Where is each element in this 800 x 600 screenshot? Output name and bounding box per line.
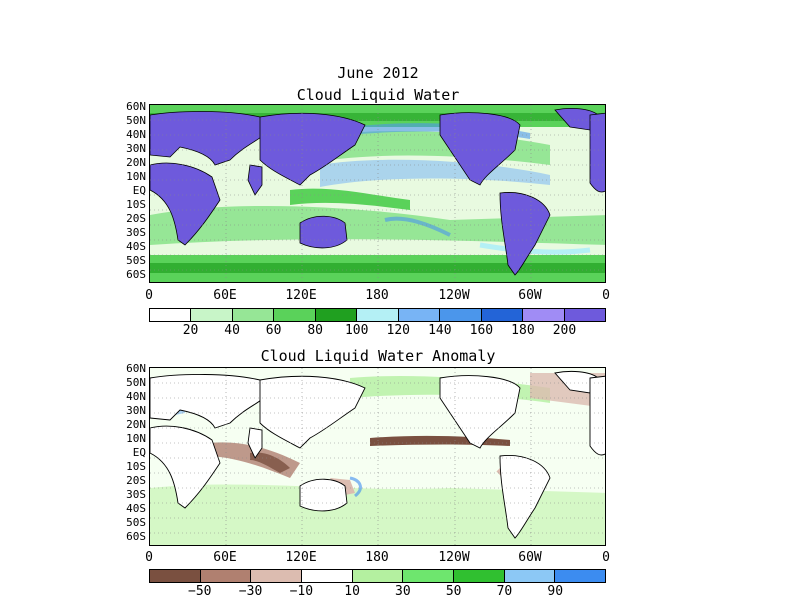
lon-label: 60W [518, 550, 542, 565]
colorbar-label: −30 [238, 584, 263, 599]
lat-label: 30N [126, 404, 146, 417]
lat-label: 40N [126, 128, 146, 141]
lat-label: 10N [126, 170, 146, 183]
lat-label: 40N [126, 390, 146, 403]
colorbar-swatch [481, 309, 524, 321]
colorbar-label: 180 [511, 323, 535, 338]
map1-colorbar [149, 308, 606, 322]
lon-label: 120E [285, 288, 317, 303]
colorbar-label: 70 [496, 584, 513, 599]
lat-label: 30S [126, 226, 146, 239]
lat-label: 40S [126, 240, 146, 253]
colorbar-swatch [564, 309, 605, 321]
map2-colorbar [149, 569, 606, 583]
lat-label: 30S [126, 488, 146, 501]
map1-lon-axis: 0 60E 120E 180 120W 60W 0 [145, 288, 610, 304]
colorbar-swatch [504, 570, 556, 582]
colorbar-swatch [352, 570, 404, 582]
colorbar-swatch [523, 309, 565, 321]
map1-lat-axis: 60N 50N 40N 30N 20N 10N EQ 10S 20S 30S 4… [100, 100, 146, 290]
colorbar-swatch [251, 570, 303, 582]
lon-label: 60E [213, 550, 237, 565]
colorbar-label: 200 [552, 323, 577, 338]
lat-label: 50N [126, 114, 146, 127]
lon-label: 0 [145, 550, 153, 565]
map1-colorbar-labels: 20 40 60 80 100 120 140 160 180 200 [149, 323, 606, 339]
lon-label: 120W [438, 288, 470, 303]
colorbar-label: 140 [428, 323, 452, 338]
map2-plot [149, 367, 606, 546]
lon-label: 120E [285, 550, 317, 565]
lat-label: 20S [126, 212, 146, 225]
lat-label: 30N [126, 142, 146, 155]
map2-lat-axis: 60N 50N 40N 30N 20N 10N EQ 10S 20S 30S 4… [100, 362, 146, 552]
map2-title: Cloud Liquid Water Anomaly [260, 347, 496, 365]
colorbar-swatch [454, 570, 505, 582]
colorbar-label: 20 [182, 323, 199, 338]
lat-label: 50S [126, 516, 146, 529]
colorbar-label: −10 [289, 584, 314, 599]
colorbar-swatch [200, 570, 252, 582]
colorbar-label: 30 [395, 584, 411, 599]
lat-label: 60S [126, 530, 146, 543]
colorbar-swatch [150, 570, 201, 582]
lat-label: 60S [126, 268, 146, 281]
colorbar-label: 90 [547, 584, 564, 599]
colorbar-label: 80 [307, 323, 323, 338]
lon-label: 0 [602, 288, 610, 303]
colorbar-swatch [357, 309, 399, 321]
colorbar-swatch [274, 309, 316, 321]
colorbar-swatch [315, 309, 358, 321]
lat-label: 10S [126, 198, 146, 211]
lon-label: 60W [518, 288, 542, 303]
lon-label: 180 [365, 288, 389, 303]
colorbar-swatch [398, 309, 441, 321]
colorbar-label: 120 [386, 323, 411, 338]
colorbar-label: 100 [344, 323, 369, 338]
colorbar-swatch [302, 570, 353, 582]
lon-label: 0 [145, 288, 153, 303]
lat-label: 50S [126, 254, 146, 267]
colorbar-label: −50 [188, 584, 212, 599]
lon-label: 60E [213, 288, 237, 303]
lon-label: 180 [365, 550, 389, 565]
colorbar-label: 60 [265, 323, 282, 338]
lat-label: 20N [126, 156, 146, 169]
colorbar-label: 40 [224, 323, 240, 338]
lat-label: 50N [126, 376, 146, 389]
lat-label: 60N [126, 100, 146, 113]
lat-label: 60N [126, 362, 146, 375]
colorbar-swatch [440, 309, 482, 321]
colorbar-label: 50 [445, 584, 462, 599]
map1-field [150, 105, 605, 282]
lon-label: 0 [602, 550, 610, 565]
colorbar-swatch [191, 309, 233, 321]
lat-label: EQ [132, 184, 146, 197]
colorbar-swatch [403, 570, 455, 582]
map2-field [150, 368, 605, 545]
map2-lon-axis: 0 60E 120E 180 120W 60W 0 [145, 550, 610, 566]
lat-label: 40S [126, 502, 146, 515]
lat-label: 10S [126, 460, 146, 473]
map2-colorbar-labels: −50 −30 −10 10 30 50 70 90 [149, 584, 606, 600]
colorbar-label: 160 [469, 323, 494, 338]
colorbar-swatch [232, 309, 275, 321]
lat-label: 10N [126, 432, 146, 445]
colorbar-swatch [555, 570, 606, 582]
lon-label: 120W [438, 550, 470, 565]
map1-plot [149, 104, 606, 283]
map1-title: Cloud Liquid Water [296, 86, 460, 104]
lat-label: 20S [126, 474, 146, 487]
colorbar-swatch [150, 309, 192, 321]
lat-label: 20N [126, 418, 146, 431]
lat-label: EQ [132, 446, 146, 459]
colorbar-label: 10 [344, 584, 360, 599]
page-title: June 2012 [337, 64, 419, 82]
